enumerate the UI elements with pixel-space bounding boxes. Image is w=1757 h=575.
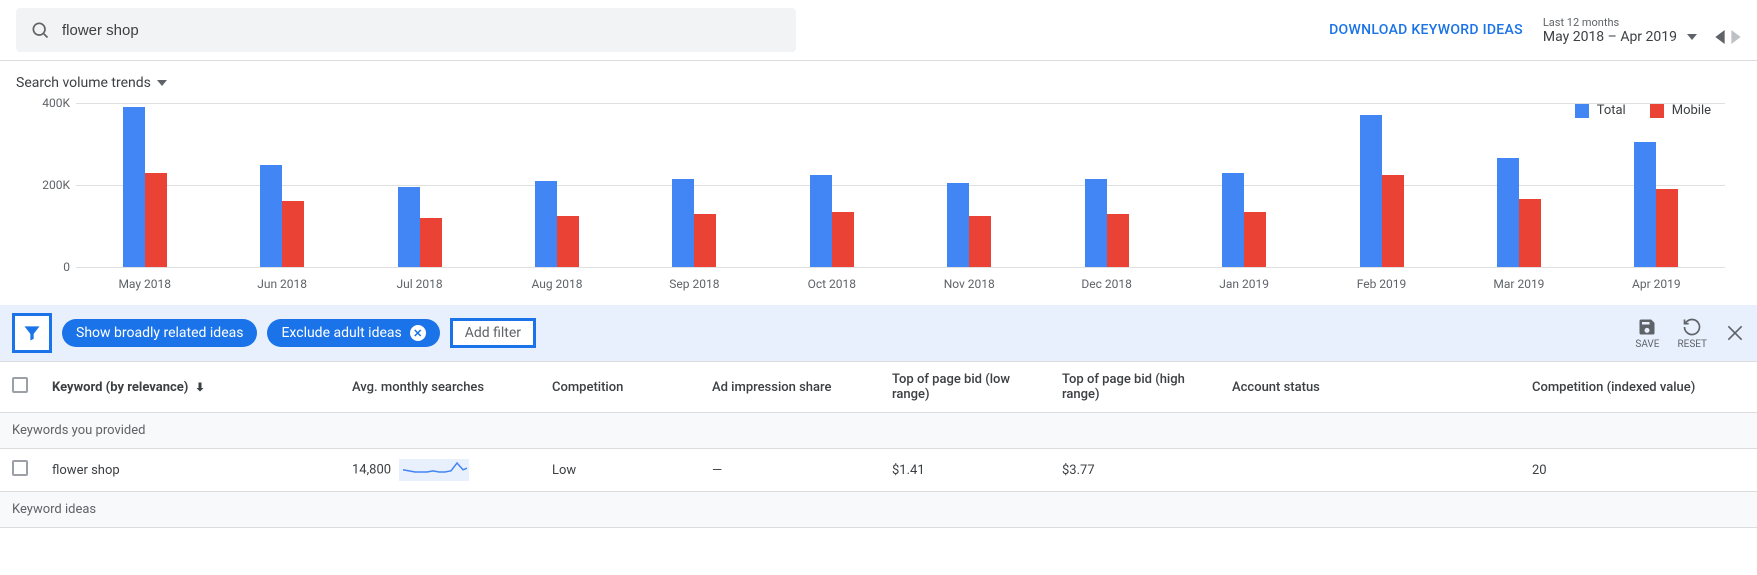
filter-bar: Show broadly related ideas Exclude adult…: [0, 305, 1757, 361]
top-bar: DOWNLOAD KEYWORD IDEAS Last 12 months Ma…: [0, 0, 1757, 61]
cell-bid-low: $1.41: [880, 449, 1050, 492]
x-tick-label: Mar 2019: [1450, 271, 1587, 293]
date-range-label: Last 12 months: [1543, 16, 1741, 29]
col-keyword-label: Keyword (by relevance): [52, 380, 188, 395]
add-filter-button[interactable]: Add filter: [450, 318, 536, 348]
table-header-row: Keyword (by relevance) Avg. monthly sear…: [0, 362, 1757, 413]
bar-total: [1360, 115, 1382, 267]
save-icon: [1637, 317, 1657, 337]
col-avg-searches[interactable]: Avg. monthly searches: [340, 362, 540, 413]
section-provided: Keywords you provided: [0, 413, 1757, 449]
bar-total: [672, 179, 694, 267]
chip-broadly-related[interactable]: Show broadly related ideas: [62, 319, 257, 347]
reset-filters-button[interactable]: RESET: [1677, 317, 1707, 350]
trends-dropdown-label: Search volume trends: [16, 75, 151, 91]
section-ideas: Keyword ideas: [0, 492, 1757, 528]
bar-total: [1497, 158, 1519, 267]
x-tick-label: Jan 2019: [1175, 271, 1312, 293]
y-tick-label: 200K: [32, 178, 70, 192]
col-competition[interactable]: Competition: [540, 362, 700, 413]
col-bid-low[interactable]: Top of page bid (low range): [880, 362, 1050, 413]
x-tick-label: Jun 2018: [213, 271, 350, 293]
cell-impression: —: [700, 449, 880, 492]
bar-total: [535, 181, 557, 267]
chart-panel: Search volume trends Total Mobile May 20…: [0, 61, 1757, 293]
bar-total: [947, 183, 969, 267]
dropdown-icon: [157, 80, 167, 86]
bar-total: [1222, 173, 1244, 267]
reset-icon: [1682, 317, 1702, 337]
next-period-icon[interactable]: [1731, 30, 1741, 44]
cell-competition: Low: [540, 449, 700, 492]
chip-exclude-adult[interactable]: Exclude adult ideas ✕: [267, 319, 439, 347]
select-all-checkbox[interactable]: [12, 377, 28, 393]
bar-total: [1085, 179, 1107, 267]
chip-broadly-related-label: Show broadly related ideas: [76, 325, 243, 341]
bar-mobile: [694, 214, 716, 267]
date-range-value: May 2018 – Apr 2019: [1543, 29, 1677, 45]
sparkline: [399, 459, 469, 481]
bar-total: [260, 165, 282, 268]
x-tick-label: Oct 2018: [763, 271, 900, 293]
chip-remove-icon[interactable]: ✕: [410, 325, 426, 341]
cell-avg: 14,800: [340, 449, 540, 492]
prev-period-icon[interactable]: [1715, 30, 1725, 44]
search-volume-chart: Total Mobile May 2018Jun 2018Jul 2018Aug…: [16, 103, 1741, 293]
bar-mobile: [1656, 189, 1678, 267]
bar-mobile: [1519, 199, 1541, 267]
x-tick-label: Aug 2018: [488, 271, 625, 293]
y-tick-label: 0: [32, 260, 70, 274]
bar-mobile: [1107, 214, 1129, 267]
save-label: SAVE: [1635, 339, 1659, 350]
close-filter-bar-icon[interactable]: [1725, 323, 1745, 343]
bar-total: [1634, 142, 1656, 267]
search-input[interactable]: [62, 22, 782, 39]
cell-comp-index: 20: [1520, 449, 1757, 492]
x-tick-label: Nov 2018: [901, 271, 1038, 293]
col-bid-high[interactable]: Top of page bid (high range): [1050, 362, 1220, 413]
bar-mobile: [832, 212, 854, 267]
chip-exclude-adult-label: Exclude adult ideas: [281, 325, 401, 341]
row-checkbox[interactable]: [12, 460, 28, 476]
bar-mobile: [282, 201, 304, 267]
cell-bid-high: $3.77: [1050, 449, 1220, 492]
dropdown-icon: [1687, 34, 1697, 40]
col-keyword[interactable]: Keyword (by relevance): [40, 362, 340, 413]
reset-label: RESET: [1677, 339, 1707, 350]
sort-down-icon: [194, 381, 206, 393]
x-tick-label: Jul 2018: [351, 271, 488, 293]
date-range-picker[interactable]: Last 12 months May 2018 – Apr 2019: [1543, 16, 1741, 45]
bar-total: [398, 187, 420, 267]
bar-total: [810, 175, 832, 267]
col-competition-index[interactable]: Competition (indexed value): [1520, 362, 1757, 413]
filter-icon-button[interactable]: [12, 313, 52, 353]
search-box[interactable]: [16, 8, 796, 52]
bar-total: [123, 107, 145, 267]
cell-keyword: flower shop: [40, 449, 340, 492]
col-account-status[interactable]: Account status: [1220, 362, 1520, 413]
table-row[interactable]: flower shop14,800Low—$1.41$3.77 20: [0, 449, 1757, 492]
keywords-table: Keyword (by relevance) Avg. monthly sear…: [0, 361, 1757, 528]
download-keyword-ideas-link[interactable]: DOWNLOAD KEYWORD IDEAS: [1329, 22, 1523, 38]
bar-mobile: [1382, 175, 1404, 267]
search-icon: [30, 20, 50, 40]
x-tick-label: Feb 2019: [1313, 271, 1450, 293]
bar-mobile: [145, 173, 167, 267]
save-filters-button[interactable]: SAVE: [1635, 317, 1659, 350]
col-impression-share[interactable]: Ad impression share: [700, 362, 880, 413]
filter-icon: [22, 323, 42, 343]
x-tick-label: Dec 2018: [1038, 271, 1175, 293]
x-tick-label: Sep 2018: [626, 271, 763, 293]
y-tick-label: 400K: [32, 96, 70, 110]
cell-account: [1220, 449, 1520, 492]
bar-mobile: [557, 216, 579, 267]
x-tick-label: May 2018: [76, 271, 213, 293]
bar-mobile: [969, 216, 991, 267]
bar-mobile: [420, 218, 442, 267]
x-tick-label: Apr 2019: [1588, 271, 1725, 293]
bar-mobile: [1244, 212, 1266, 267]
